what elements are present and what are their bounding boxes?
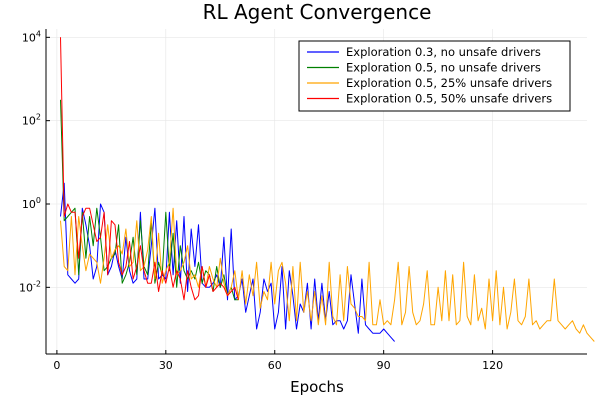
y-tick-label: 104 [22,29,41,44]
legend-box [298,40,571,112]
y-tick-label: 10-2 [19,279,41,294]
series-line-4 [60,37,239,301]
x-tick-label: 120 [482,359,503,372]
grid [46,29,587,354]
x-tick-label: 90 [377,359,391,372]
legend-label: Exploration 0.5, 50% unsafe drivers [346,92,552,106]
x-tick-label: 30 [159,359,173,372]
series-lines [60,37,595,342]
x-axis-label: Epochs [290,378,344,396]
y-tick-label: 100 [22,196,41,211]
chart-title: RL Agent Convergence [203,0,432,24]
legend-label: Exploration 0.5, 25% unsafe drivers [346,76,552,90]
legend: Exploration 0.3, no unsafe drivers Explor… [298,40,571,112]
series-line-3 [60,207,595,342]
legend-label: Exploration 0.5, no unsafe drivers [346,61,541,75]
x-tick-label: 60 [268,359,282,372]
axes: 0 30 60 90 120 104 102 100 10-2 [19,29,587,372]
series-line-2 [60,99,239,301]
x-tick-label: 0 [53,359,60,372]
legend-label: Exploration 0.3, no unsafe drivers [346,45,541,59]
y-tick-label: 102 [22,113,41,128]
series-line-1 [60,182,395,342]
